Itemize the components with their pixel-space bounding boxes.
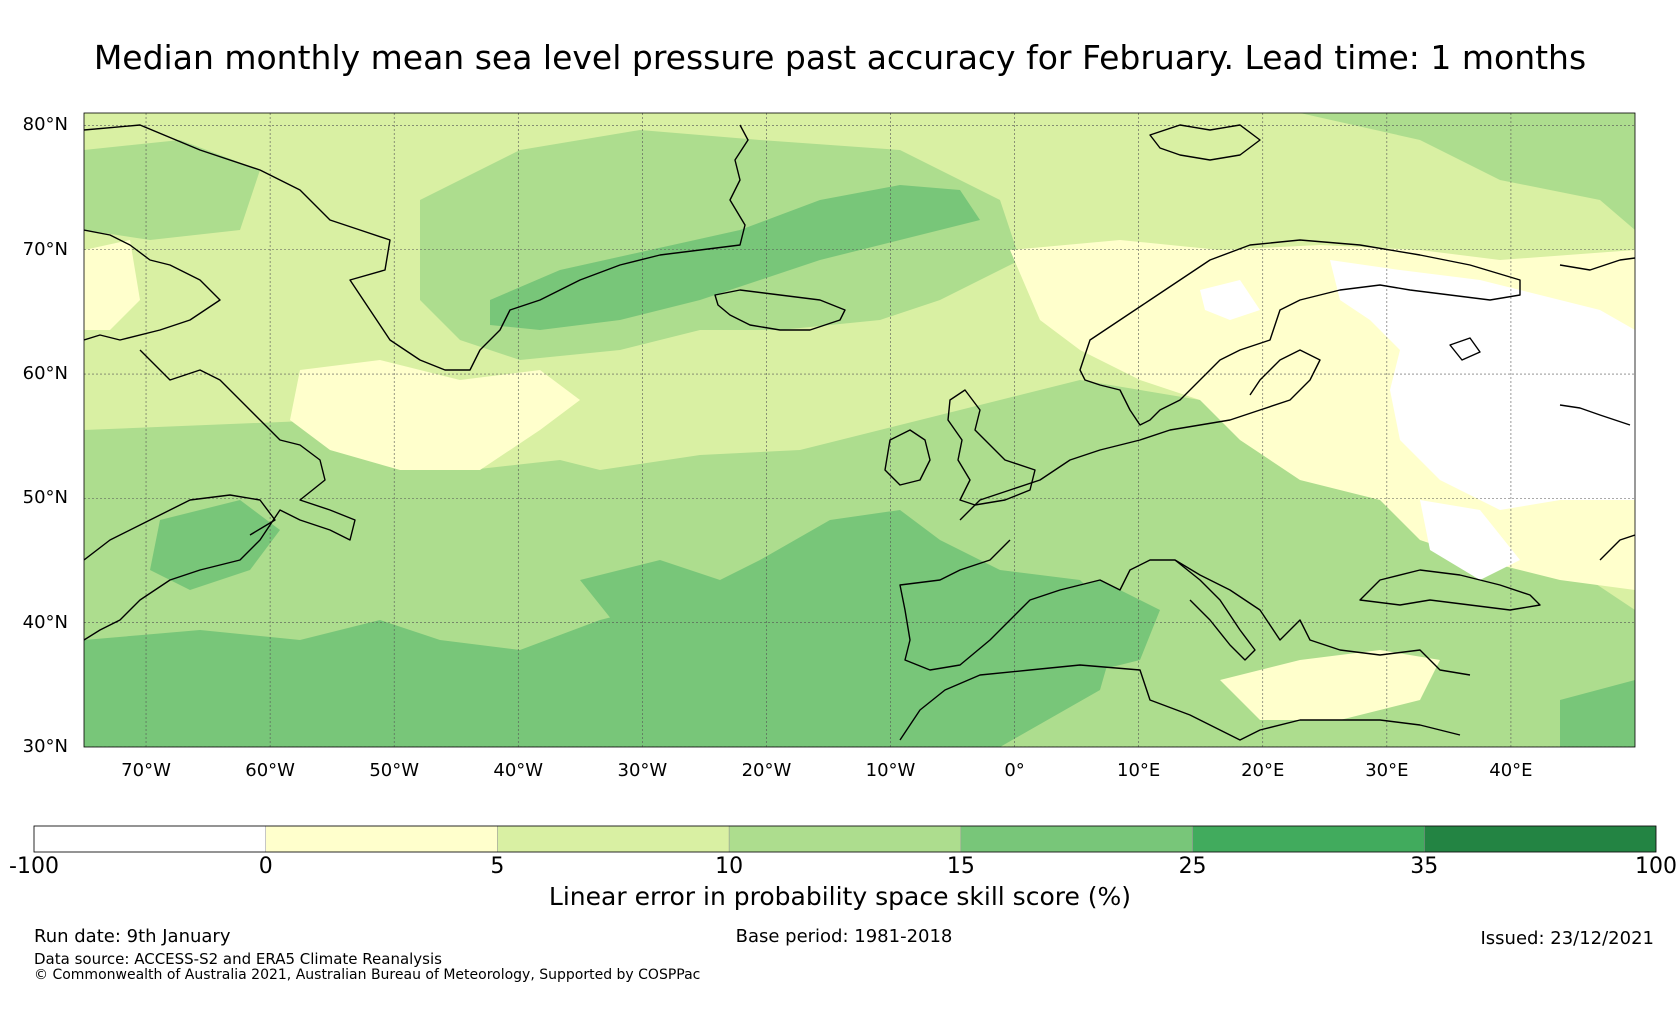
colorbar-segment [1192,825,1425,853]
labrador-coast [84,349,356,641]
lat-label: 30°N [22,736,68,757]
lon-label: 50°W [369,760,420,781]
colorbar-tick: 15 [946,854,975,879]
britain-coast [947,389,1036,506]
colorbar-label: Linear error in probability space skill … [548,882,1132,911]
colorbar-tick: 35 [1410,854,1439,879]
colorbar-tick: 5 [490,854,505,879]
iberia-coast [899,539,1081,671]
lon-label: 10°E [1117,760,1161,781]
colorbar-tick: 25 [1178,854,1207,879]
region-10-15 [84,140,260,240]
gulf-stlawrence [84,494,276,561]
lon-label: 20°W [741,760,792,781]
coastlines [84,124,1635,741]
svalbard-coast [1149,124,1261,161]
copyright: © Commonwealth of Australia 2021, Austra… [34,967,701,983]
region-15-25 [1560,680,1635,747]
lon-label: 10°W [865,760,916,781]
baffin-coast [84,229,221,341]
onega-coast [1449,337,1481,361]
region-neg [1420,500,1520,580]
italy-coast [1174,559,1256,661]
lon-label: 40°W [493,760,544,781]
lon-label: 0° [1004,760,1025,781]
lat-label: 40°N [22,611,68,633]
colorbar-segment [960,825,1193,853]
colorbar-segment [33,825,266,853]
black-sea-coast [1359,569,1541,611]
lat-label: 50°N [22,487,68,509]
europe-coast [959,349,1321,521]
ural-coast [1559,404,1631,426]
colorbar-segment [1424,825,1657,853]
lon-label: 20°E [1241,760,1285,781]
run-date: Run date: 9th January [34,926,231,947]
colorbar [33,825,1657,853]
colorbar-segment [497,825,730,853]
colorbar-frame [33,825,1657,853]
region-0-5 [1220,650,1440,720]
region-neg [1200,280,1260,320]
region-15-25 [490,185,980,330]
lat-label: 80°N [22,114,68,136]
data-source: Data source: ACCESS-S2 and ERA5 Climate … [34,950,442,968]
base-period: Base period: 1981-2018 [735,926,953,947]
skill-regions [84,113,1635,747]
caspian-coast [1599,534,1635,561]
region-15-25 [1010,580,1160,680]
iceland-coast [714,289,846,331]
region-neg [1330,260,1635,510]
ireland-coast [884,429,931,486]
scandinavia-coast [1079,239,1521,426]
colorbar-tick: 0 [258,854,273,879]
lon-label: 30°W [617,760,668,781]
map-frame [83,112,1636,748]
lat-label: 70°N [22,238,68,260]
colorbar-segment [728,825,962,853]
region-15-25 [580,560,720,630]
greenland-coast [84,124,749,371]
issued-date: Issued: 23/12/2021 [1480,928,1654,949]
region-0-5 [84,240,140,330]
colorbar-tick: 10 [715,854,744,879]
chart-title: Median monthly mean sea level pressure p… [93,38,1587,77]
graticule [84,113,1635,747]
region-0-5 [290,360,580,470]
colorbar-segment [265,825,498,853]
lon-label: 60°W [245,760,295,781]
colorbar-tick: -100 [9,854,59,879]
colorbar-tick: 100 [1635,854,1677,879]
region-10-15 [1080,113,1635,230]
mediterranean-north [1079,559,1471,676]
africa-coast [899,664,1461,741]
lon-label: 30°E [1365,760,1409,781]
lon-label: 40°E [1489,760,1533,781]
white-sea-coast [1559,257,1635,271]
region-15-25 [150,500,280,590]
region-15-25 [84,510,1120,747]
lat-label: 60°N [22,363,68,385]
lon-label: 70°W [121,760,171,781]
